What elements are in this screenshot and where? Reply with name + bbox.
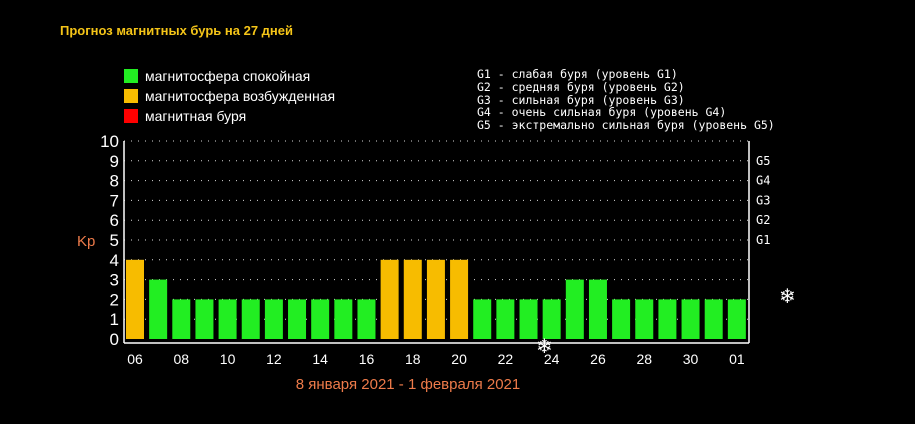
snowflake-icon: ❄ xyxy=(536,336,553,358)
legend-swatch-storm xyxy=(124,109,138,123)
y-tick-label: 9 xyxy=(110,152,119,171)
g-level-legend-item: G5 - экстремально сильная буря (уровень … xyxy=(477,118,775,133)
x-tick-label: 12 xyxy=(266,351,282,367)
bar xyxy=(149,279,168,339)
g-tick-label: G3 xyxy=(756,193,770,207)
bar xyxy=(357,299,376,339)
x-tick-label: 18 xyxy=(405,351,421,367)
x-tick-label: 28 xyxy=(636,351,652,367)
x-tick-label: 20 xyxy=(451,351,467,367)
bar xyxy=(542,299,561,339)
g-level-legend-item: G4 - очень сильная буря (уровень G4) xyxy=(477,105,727,120)
y-tick-label: 10 xyxy=(100,132,119,151)
g-level-legend-item: G3 - сильная буря (уровень G3) xyxy=(477,92,685,107)
legend-item-calm: магнитосфера спокойная xyxy=(124,66,335,86)
x-tick-label: 06 xyxy=(127,351,143,367)
bar xyxy=(704,299,723,339)
g-level-legend-item: G2 - средняя буря (уровень G2) xyxy=(477,79,685,94)
legend: магнитосфера спокойная магнитосфера возб… xyxy=(124,66,335,126)
legend-label-excited: магнитосфера возбужденная xyxy=(145,88,336,104)
bar xyxy=(426,259,445,339)
bar xyxy=(727,299,746,339)
legend-label-storm: магнитная буря xyxy=(145,108,247,124)
bar xyxy=(311,299,330,339)
bar xyxy=(334,299,353,339)
legend-swatch-calm xyxy=(124,69,138,83)
bar xyxy=(450,259,469,339)
g-level-legend-item: G1 - слабая буря (уровень G1) xyxy=(477,67,678,81)
g-tick-label: G4 xyxy=(756,174,770,188)
legend-item-storm: магнитная буря xyxy=(124,106,335,126)
x-tick-label: 08 xyxy=(174,351,190,367)
x-tick-label: 24 xyxy=(544,351,560,367)
bar xyxy=(588,279,607,339)
x-tick-label: 26 xyxy=(590,351,606,367)
bar xyxy=(380,259,399,339)
x-tick-label: 16 xyxy=(359,351,375,367)
bar xyxy=(126,259,144,339)
y-tick-label: 4 xyxy=(110,251,119,270)
bar xyxy=(288,299,307,339)
bar xyxy=(195,299,214,339)
legend-item-excited: магнитосфера возбужденная xyxy=(124,86,335,106)
bar xyxy=(218,299,237,339)
bar xyxy=(565,279,584,339)
bar xyxy=(241,299,260,339)
y-tick-label: 8 xyxy=(110,172,119,191)
y-tick-label: 5 xyxy=(110,231,119,250)
bar xyxy=(264,299,283,339)
date-range-label: 8 января 2021 - 1 февраля 2021 xyxy=(296,376,520,393)
legend-label-calm: магнитосфера спокойная xyxy=(145,68,311,84)
g-tick-label: G5 xyxy=(756,154,770,168)
legend-swatch-excited xyxy=(124,89,138,103)
bar xyxy=(496,299,515,339)
x-tick-label: 22 xyxy=(498,351,514,367)
x-tick-label: 01 xyxy=(729,351,745,367)
bar xyxy=(658,299,677,339)
x-tick-label: 10 xyxy=(220,351,236,367)
bar xyxy=(172,299,191,339)
y-axis-label: Kp xyxy=(77,233,95,250)
bar xyxy=(635,299,654,339)
g-level-legend: G1 - слабая буря (уровень G1) G2 - средн… xyxy=(477,68,775,132)
bar xyxy=(473,299,492,339)
y-tick-label: 3 xyxy=(110,271,119,290)
bar xyxy=(519,299,538,339)
x-tick-label: 30 xyxy=(683,351,699,367)
g-tick-label: G1 xyxy=(756,233,770,247)
y-tick-label: 1 xyxy=(110,310,119,329)
bar xyxy=(612,299,631,339)
snowflake-icon: ❄ xyxy=(779,286,796,308)
y-tick-label: 7 xyxy=(110,191,119,210)
y-tick-label: 2 xyxy=(110,290,119,309)
bar xyxy=(681,299,700,339)
page-title: Прогноз магнитных бурь на 27 дней xyxy=(60,23,293,38)
bar xyxy=(403,259,422,339)
y-tick-label: 6 xyxy=(110,211,119,230)
y-tick-label: 0 xyxy=(110,330,119,349)
g-tick-label: G2 xyxy=(756,213,770,227)
x-tick-label: 14 xyxy=(312,351,328,367)
